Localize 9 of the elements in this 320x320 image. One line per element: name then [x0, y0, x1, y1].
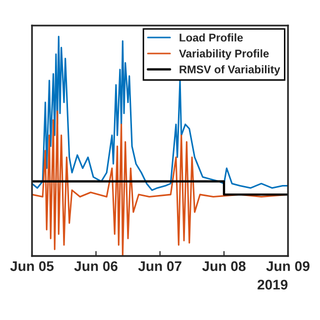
legend-label: RMSV of Variability — [180, 65, 280, 76]
x-tick-label: Jun 07 — [138, 261, 182, 272]
x-tick-label: Jun 08 — [202, 261, 246, 272]
legend-label: Load Profile — [180, 33, 243, 42]
legend-label: Variability Profile — [179, 49, 269, 60]
x-tick-label: Jun 06 — [74, 261, 118, 272]
x-tick-label: Jun 05 — [10, 261, 54, 272]
x-tick-label: Jun 09 — [266, 261, 310, 272]
x-axis-title: 2019 — [258, 280, 288, 290]
